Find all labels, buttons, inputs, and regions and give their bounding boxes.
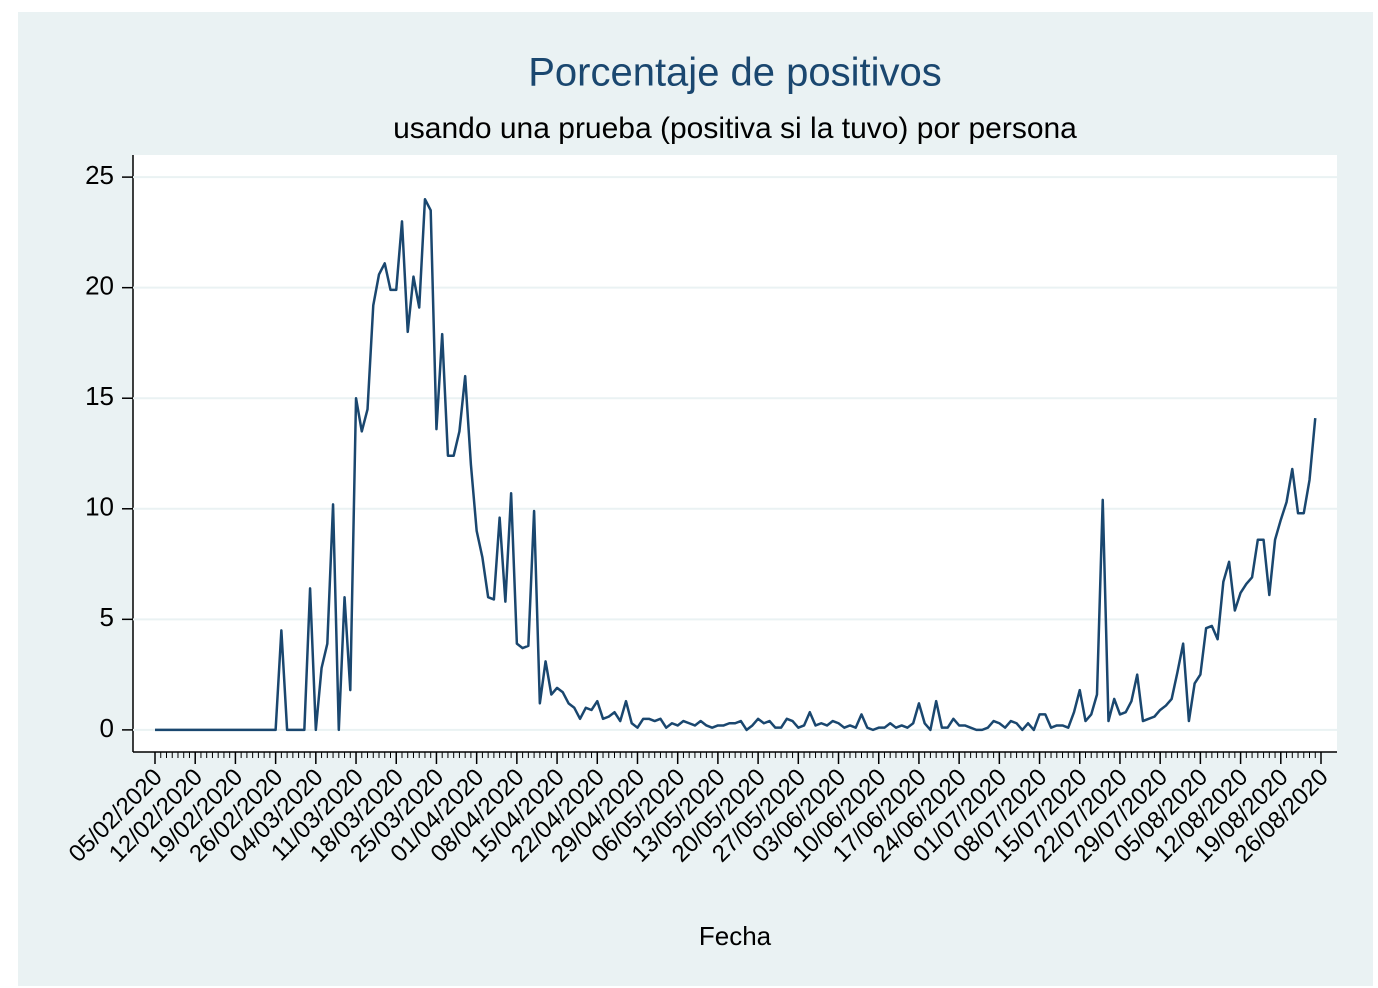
x-axis-title: Fecha [699, 921, 772, 951]
y-tick-label: 10 [85, 492, 114, 522]
y-tick-label: 5 [100, 602, 114, 632]
y-tick-label: 20 [85, 271, 114, 301]
chart-title: Porcentaje de positivos [528, 51, 942, 95]
y-tick-label: 0 [100, 713, 114, 743]
data-line [155, 197, 1317, 732]
plot-area [133, 155, 1337, 752]
chart-subtitle: usando una prueba (positiva si la tuvo) … [393, 112, 1077, 145]
y-tick-label: 25 [85, 160, 114, 190]
y-tick-label: 15 [85, 381, 114, 411]
